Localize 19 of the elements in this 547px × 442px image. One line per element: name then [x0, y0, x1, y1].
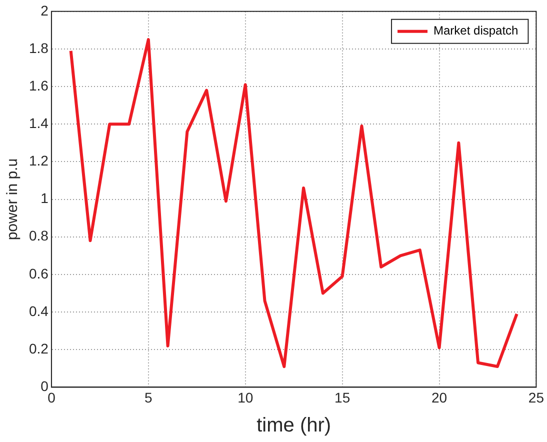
y-tick-label: 1.2: [28, 152, 49, 169]
y-tick-label: 1.4: [28, 115, 49, 131]
y-tick-label: 1.6: [28, 77, 49, 94]
y-tick-label: 0.6: [28, 265, 49, 282]
x-axis-title: time (hr): [256, 414, 332, 437]
x-tick-label: 10: [238, 389, 254, 406]
y-axis-title: power in p.u: [4, 158, 22, 240]
x-tick-label: 5: [144, 389, 153, 406]
x-tick-label: 15: [334, 389, 350, 406]
x-tick-label: 20: [431, 389, 448, 406]
legend-label: Market dispatch: [434, 24, 518, 38]
y-tick-label: 2: [40, 2, 49, 18]
y-tick-label: 0.2: [28, 340, 49, 356]
y-tick-label: 0: [40, 378, 49, 394]
y-tick-label: 0.8: [28, 228, 49, 244]
y-tick-label: 1: [40, 190, 49, 206]
x-tick-label: 25: [528, 389, 544, 406]
y-tick-label: 0.4: [28, 302, 49, 319]
y-tick-label: 1.8: [28, 40, 49, 56]
